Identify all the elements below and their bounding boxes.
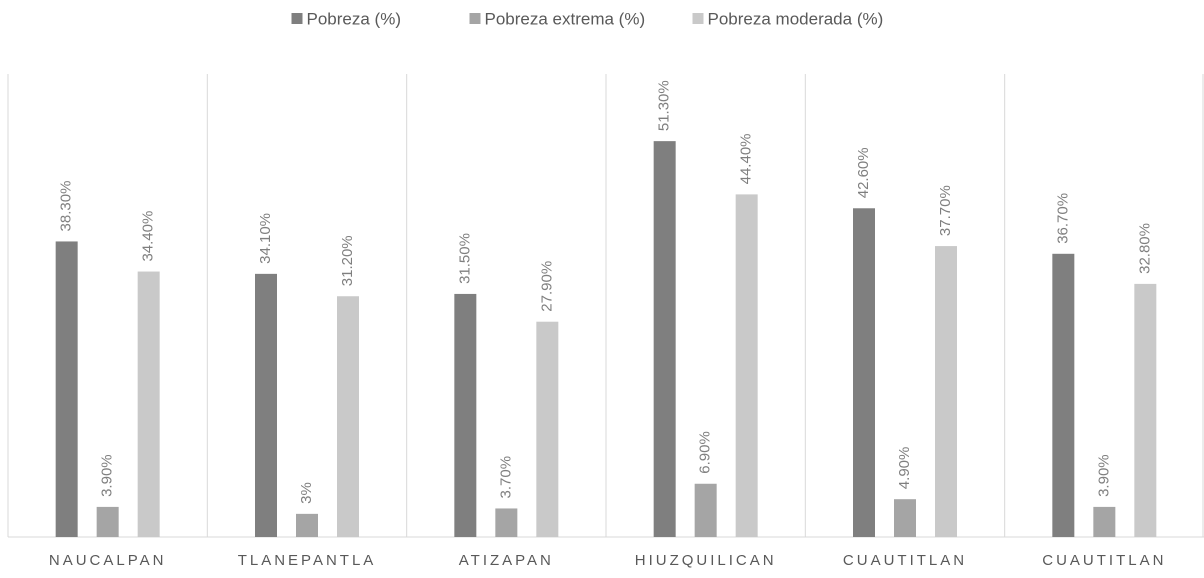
bar	[255, 273, 277, 537]
value-label: 27.90%	[538, 261, 555, 312]
legend-label: Pobreza (%)	[307, 9, 401, 28]
bar	[337, 296, 359, 537]
bar	[55, 241, 78, 537]
value-label: 3.70%	[497, 456, 514, 499]
bar	[853, 208, 875, 537]
x-tick-label: HIUZQUILICAN	[635, 552, 777, 569]
legend-swatch	[291, 13, 303, 24]
x-tick-label: CUAUTITLAN	[843, 552, 967, 569]
bar	[495, 508, 518, 537]
value-label: 3.90%	[99, 454, 116, 497]
bar	[296, 513, 318, 537]
value-label: 34.10%	[257, 213, 274, 264]
value-label: 51.30%	[656, 80, 673, 131]
value-label: 32.80%	[1136, 223, 1153, 274]
x-tick-label: CUAUTITLAN	[1042, 552, 1166, 569]
bar	[694, 483, 717, 537]
x-tick-label: NAUCALPAN	[49, 552, 167, 569]
bar	[1093, 506, 1116, 537]
value-label: 37.70%	[937, 185, 954, 236]
legend-label: Pobreza moderada (%)	[708, 9, 884, 28]
legend-swatch	[469, 13, 481, 24]
bar	[96, 506, 119, 537]
bar	[536, 321, 559, 537]
value-label: 4.90%	[896, 447, 913, 490]
bar	[454, 293, 477, 537]
x-tick-label: ATIZAPAN	[459, 552, 554, 569]
bar	[1134, 283, 1157, 537]
value-label: 6.90%	[697, 431, 714, 474]
bar	[137, 271, 160, 537]
bar	[735, 194, 758, 537]
value-label: 31.20%	[339, 235, 356, 286]
legend-swatch	[692, 13, 704, 24]
value-label: 3.90%	[1095, 454, 1112, 497]
value-label: 38.30%	[58, 181, 75, 232]
x-tick-label: TLANEPANTLA	[238, 552, 377, 569]
bar	[653, 141, 676, 537]
bar	[935, 246, 957, 537]
value-label: 3%	[298, 482, 315, 504]
value-label: 34.40%	[140, 211, 157, 262]
value-label: 42.60%	[855, 147, 872, 198]
value-label: 44.40%	[738, 134, 755, 185]
bar	[1052, 253, 1075, 537]
bar	[894, 499, 916, 537]
value-label: 36.70%	[1054, 193, 1071, 244]
value-label: 31.50%	[456, 233, 473, 284]
legend-label: Pobreza extrema (%)	[485, 9, 646, 28]
